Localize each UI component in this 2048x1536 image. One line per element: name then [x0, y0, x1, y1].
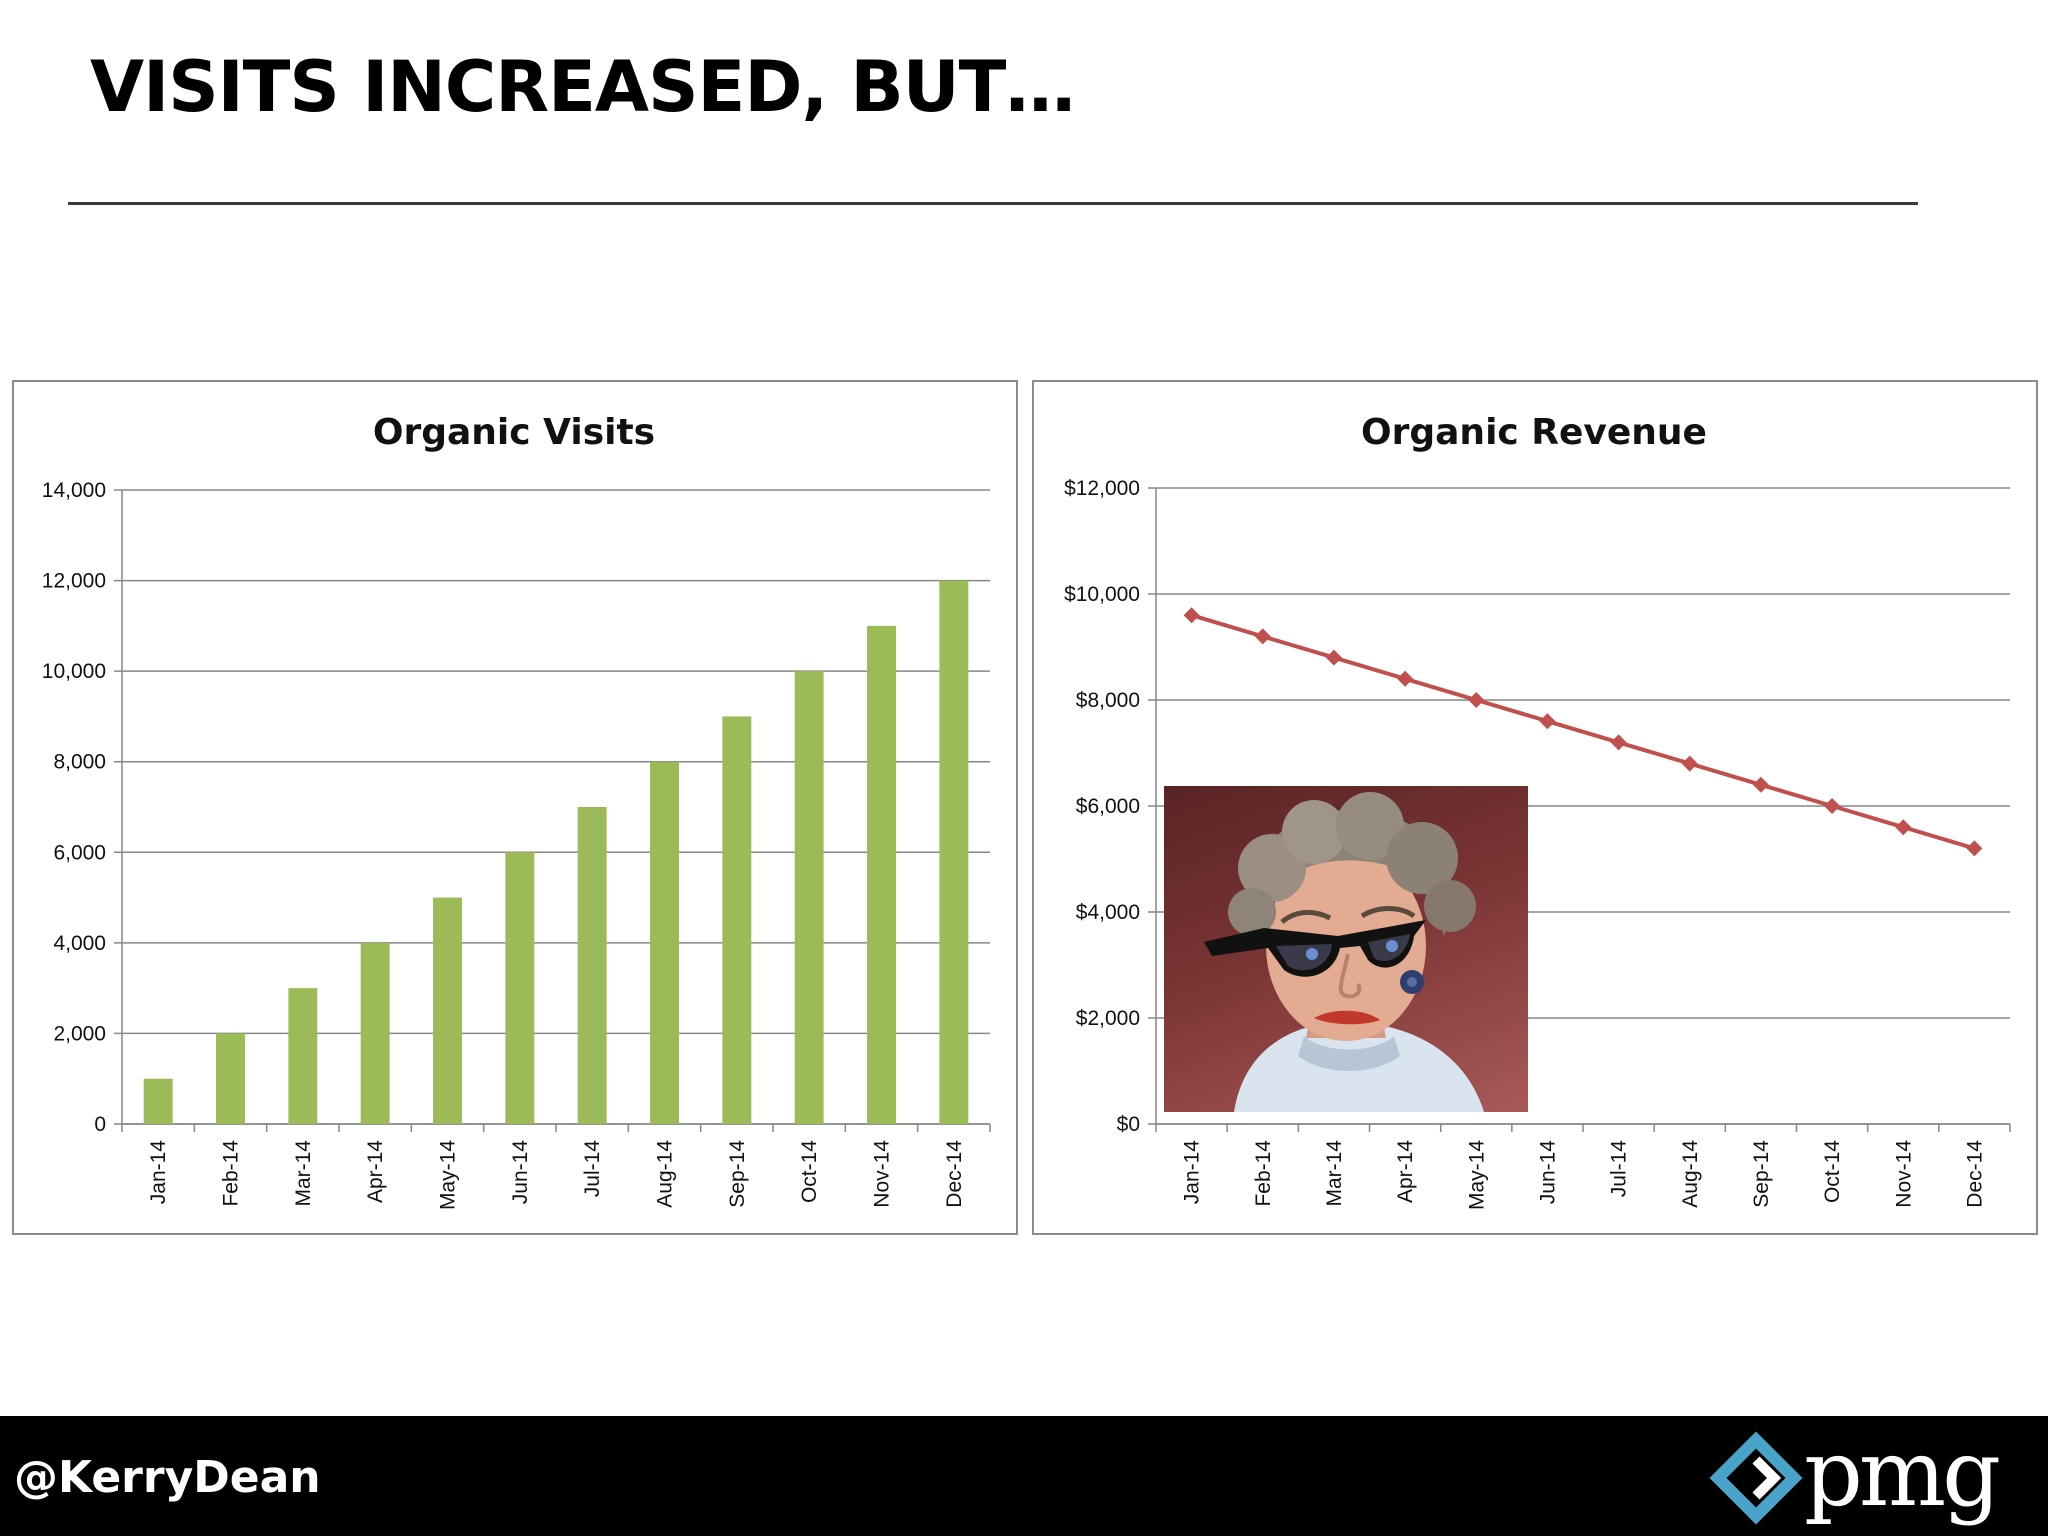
y-tick-label: $8,000	[1076, 689, 1140, 712]
x-tick-label: Apr-14	[1394, 1140, 1417, 1203]
x-tick-label: Feb-14	[220, 1140, 243, 1207]
y-tick-label: $2,000	[1076, 1007, 1140, 1030]
data-point	[1468, 692, 1485, 708]
stern-woman-illustration	[1204, 792, 1484, 1112]
bar	[433, 897, 462, 1124]
data-point	[1824, 798, 1841, 814]
x-tick-label: Feb-14	[1252, 1140, 1275, 1207]
x-tick-label: Jun-14	[509, 1140, 532, 1205]
x-tick-label: Oct-14	[798, 1140, 821, 1203]
x-tick-label: Oct-14	[1821, 1140, 1844, 1203]
y-tick-label: 6,000	[53, 841, 106, 864]
y-tick-label: $0	[1117, 1113, 1140, 1136]
pmg-logo-text: pmg	[1804, 1420, 2001, 1527]
organic-revenue-chart-svg: Organic Revenue $0 $2,000 $4,000 $6,000 $8,0…	[1064, 412, 2011, 1210]
bar	[216, 1033, 245, 1124]
x-tick-label: Sep-14	[1750, 1140, 1773, 1208]
y-tick-label: 8,000	[53, 751, 106, 774]
y-tick-label: $6,000	[1076, 795, 1140, 818]
x-tick-label: May-14	[437, 1140, 460, 1210]
pmg-logo-icon	[1709, 1431, 1803, 1525]
x-tick-label: Jun-14	[1536, 1140, 1559, 1205]
data-point	[1895, 819, 1912, 836]
bar	[577, 807, 607, 1124]
bar	[360, 942, 390, 1124]
data-point	[1681, 755, 1698, 772]
bar	[505, 852, 535, 1124]
y-tick-label: 4,000	[53, 932, 106, 955]
x-tick-label: Nov-14	[1892, 1140, 1915, 1208]
bar	[867, 625, 896, 1124]
bar	[143, 1078, 173, 1124]
stern-woman-photo	[1164, 786, 1528, 1112]
data-point	[1254, 628, 1271, 645]
bar	[288, 988, 318, 1124]
x-tick-label: Dec-14	[943, 1140, 966, 1208]
x-tick-label: Jan-14	[1181, 1140, 1204, 1205]
y-tick-label: $10,000	[1064, 583, 1140, 606]
organic-visits-chart: Organic Visits 0 2,000 4,000 6,000 8,000 10,0…	[12, 380, 1018, 1235]
x-tick-label: Apr-14	[364, 1140, 387, 1203]
twitter-handle: @KerryDean	[14, 1452, 321, 1503]
x-tick-label: Aug-14	[1679, 1140, 1702, 1208]
title-divider	[68, 202, 1918, 205]
bar	[939, 580, 969, 1124]
data-point	[1966, 840, 1983, 857]
x-tick-label: Mar-14	[292, 1140, 315, 1207]
x-tick-label: Dec-14	[1963, 1140, 1986, 1208]
bar	[722, 716, 752, 1124]
data-point	[1183, 607, 1200, 624]
x-tick-label: Mar-14	[1323, 1140, 1346, 1207]
data-point	[1539, 713, 1556, 730]
x-tick-label: Jul-14	[1608, 1140, 1631, 1198]
x-tick-label: Sep-14	[726, 1140, 749, 1208]
data-point	[1752, 776, 1769, 793]
footer-bar: @KerryDean pmg	[0, 1416, 2048, 1536]
x-tick-label: Jul-14	[581, 1140, 604, 1198]
chart-title: Organic Revenue	[1361, 412, 1707, 453]
pmg-logo: pmg	[1708, 1420, 2038, 1530]
y-tick-label: 10,000	[42, 660, 106, 683]
y-tick-label: 14,000	[42, 479, 106, 502]
chart-title: Organic Visits	[373, 412, 655, 453]
x-tick-label: Nov-14	[871, 1140, 894, 1208]
y-tick-label: 0	[94, 1113, 106, 1136]
y-tick-label: 12,000	[42, 570, 106, 593]
slide-title: VISITS INCREASED, BUT…	[90, 46, 1075, 128]
y-tick-label: $4,000	[1076, 901, 1140, 924]
x-tick-label: Aug-14	[654, 1140, 677, 1208]
data-point	[1397, 670, 1414, 687]
revenue-line	[1191, 613, 1975, 851]
bar	[650, 761, 679, 1124]
bar	[794, 671, 824, 1124]
data-point	[1610, 734, 1627, 751]
x-tick-label: May-14	[1465, 1140, 1488, 1210]
y-tick-label: 2,000	[53, 1022, 106, 1045]
organic-visits-chart-svg: Organic Visits 0 2,000 4,000 6,000 8,000 10,0…	[42, 412, 991, 1210]
data-point	[1325, 649, 1342, 666]
x-tick-label: Jan-14	[147, 1140, 170, 1205]
y-tick-label: $12,000	[1064, 477, 1140, 500]
